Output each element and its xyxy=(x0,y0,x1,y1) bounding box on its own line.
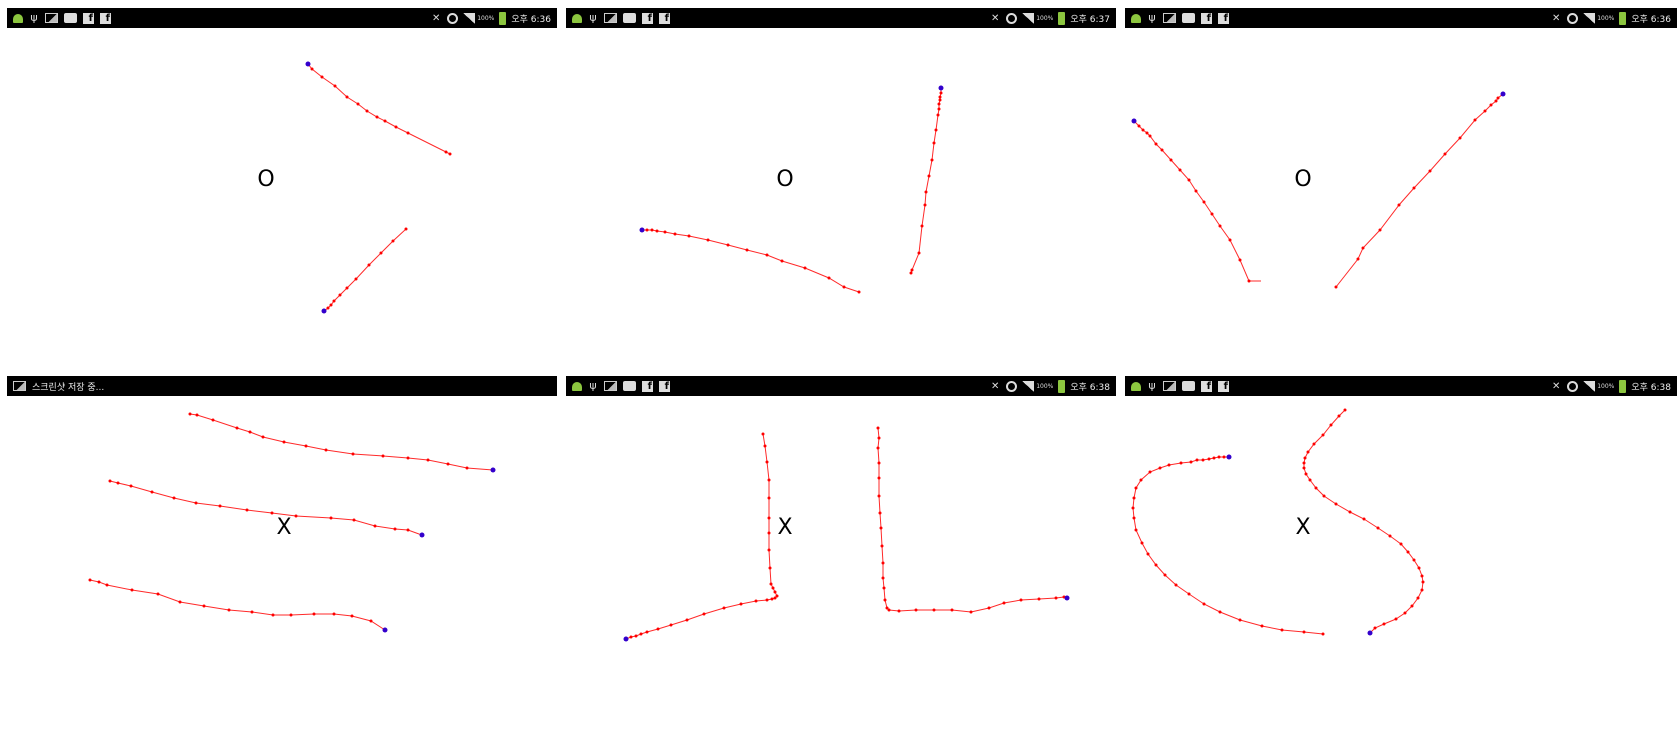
chat-icon xyxy=(623,381,636,391)
android-icon xyxy=(1131,13,1141,23)
result-label: X xyxy=(276,515,291,540)
stroke-canvas[interactable]: X xyxy=(559,368,1118,735)
android-icon xyxy=(1131,381,1141,391)
result-label: O xyxy=(776,167,793,192)
status-bar: ψ f f ✕ 100% 오후 6:36 xyxy=(7,8,557,28)
alarm-icon xyxy=(1567,380,1579,392)
usb-icon: ψ xyxy=(1148,379,1156,392)
usb-icon: ψ xyxy=(589,11,597,24)
signal-icon xyxy=(1022,380,1035,392)
facebook-icon: f xyxy=(642,380,653,392)
image-icon xyxy=(604,381,617,391)
stroke-canvas[interactable]: X xyxy=(0,368,559,735)
alarm-icon xyxy=(1006,380,1018,392)
gesture-panel-2: O ψ f f ✕ 100% 오후 6:37 xyxy=(559,0,1118,367)
android-icon xyxy=(13,13,23,23)
image-icon xyxy=(45,13,58,23)
chat-icon xyxy=(64,13,77,23)
facebook-icon: f xyxy=(659,12,670,24)
screenshot-notice: 스크린샷 저장 중... xyxy=(32,382,105,393)
stroke-canvas[interactable]: O xyxy=(0,0,559,367)
image-icon xyxy=(1163,381,1176,391)
result-label: X xyxy=(1295,515,1310,540)
signal-icon xyxy=(1583,12,1596,24)
battery-icon xyxy=(1619,11,1627,25)
battery-icon xyxy=(499,11,507,25)
facebook-icon: f xyxy=(100,12,111,24)
mute-icon: ✕ xyxy=(1552,12,1561,24)
chat-icon xyxy=(623,13,636,23)
result-label: O xyxy=(1294,167,1311,192)
image-icon xyxy=(604,13,617,23)
alarm-icon xyxy=(1006,12,1018,24)
gesture-panel-3: O ψ f f ✕ 100% 오후 6:36 xyxy=(1118,0,1677,367)
gesture-panel-1: O ψ f f ✕ 100% 오후 6:36 xyxy=(0,0,559,367)
battery-icon xyxy=(1619,379,1627,393)
android-icon xyxy=(572,381,582,391)
battery-icon xyxy=(1058,379,1066,393)
stroke-canvas[interactable]: O xyxy=(1118,0,1677,367)
clock: 오후 6:38 xyxy=(1070,382,1110,393)
chat-icon xyxy=(1182,381,1195,391)
mute-icon: ✕ xyxy=(432,12,441,24)
clock: 오후 6:38 xyxy=(1631,382,1671,393)
status-bar: ψ f f ✕ 100% 오후 6:36 xyxy=(1125,8,1677,28)
signal-icon xyxy=(1022,12,1035,24)
gesture-panel-4: X 스크린샷 저장 중... xyxy=(0,368,559,735)
facebook-icon: f xyxy=(83,12,94,24)
status-bar: 스크린샷 저장 중... xyxy=(7,376,557,396)
battery-icon xyxy=(1058,11,1066,25)
facebook-icon: f xyxy=(1201,380,1212,392)
usb-icon: ψ xyxy=(30,11,38,24)
mute-icon: ✕ xyxy=(1552,380,1561,392)
signal-icon xyxy=(1583,380,1596,392)
facebook-icon: f xyxy=(659,380,670,392)
battery-percent: 100% xyxy=(1036,14,1054,22)
battery-percent: 100% xyxy=(1597,14,1615,22)
mute-icon: ✕ xyxy=(991,12,1000,24)
clock: 오후 6:37 xyxy=(1070,14,1110,25)
chat-icon xyxy=(1182,13,1195,23)
clock: 오후 6:36 xyxy=(1631,14,1671,25)
result-label: O xyxy=(257,167,274,192)
image-icon xyxy=(13,381,26,391)
stroke-canvas[interactable]: O xyxy=(559,0,1118,367)
signal-icon xyxy=(463,12,476,24)
stroke-canvas[interactable]: X xyxy=(1118,368,1677,735)
status-bar: ψ f f ✕ 100% 오후 6:38 xyxy=(1125,376,1677,396)
alarm-icon xyxy=(1567,12,1579,24)
alarm-icon xyxy=(447,12,459,24)
gesture-panel-6: X ψ f f ✕ 100% 오후 6:38 xyxy=(1118,368,1677,735)
facebook-icon: f xyxy=(1218,380,1229,392)
status-bar: ψ f f ✕ 100% 오후 6:38 xyxy=(566,376,1116,396)
facebook-icon: f xyxy=(1201,12,1212,24)
usb-icon: ψ xyxy=(1148,11,1156,24)
android-icon xyxy=(572,13,582,23)
battery-percent: 100% xyxy=(477,14,495,22)
usb-icon: ψ xyxy=(589,379,597,392)
battery-percent: 100% xyxy=(1597,382,1615,390)
clock: 오후 6:36 xyxy=(511,14,551,25)
gesture-panel-5: X ψ f f ✕ 100% 오후 6:38 xyxy=(559,368,1118,735)
facebook-icon: f xyxy=(1218,12,1229,24)
status-bar: ψ f f ✕ 100% 오후 6:37 xyxy=(566,8,1116,28)
battery-percent: 100% xyxy=(1036,382,1054,390)
result-label: X xyxy=(777,515,792,540)
facebook-icon: f xyxy=(642,12,653,24)
mute-icon: ✕ xyxy=(991,380,1000,392)
image-icon xyxy=(1163,13,1176,23)
